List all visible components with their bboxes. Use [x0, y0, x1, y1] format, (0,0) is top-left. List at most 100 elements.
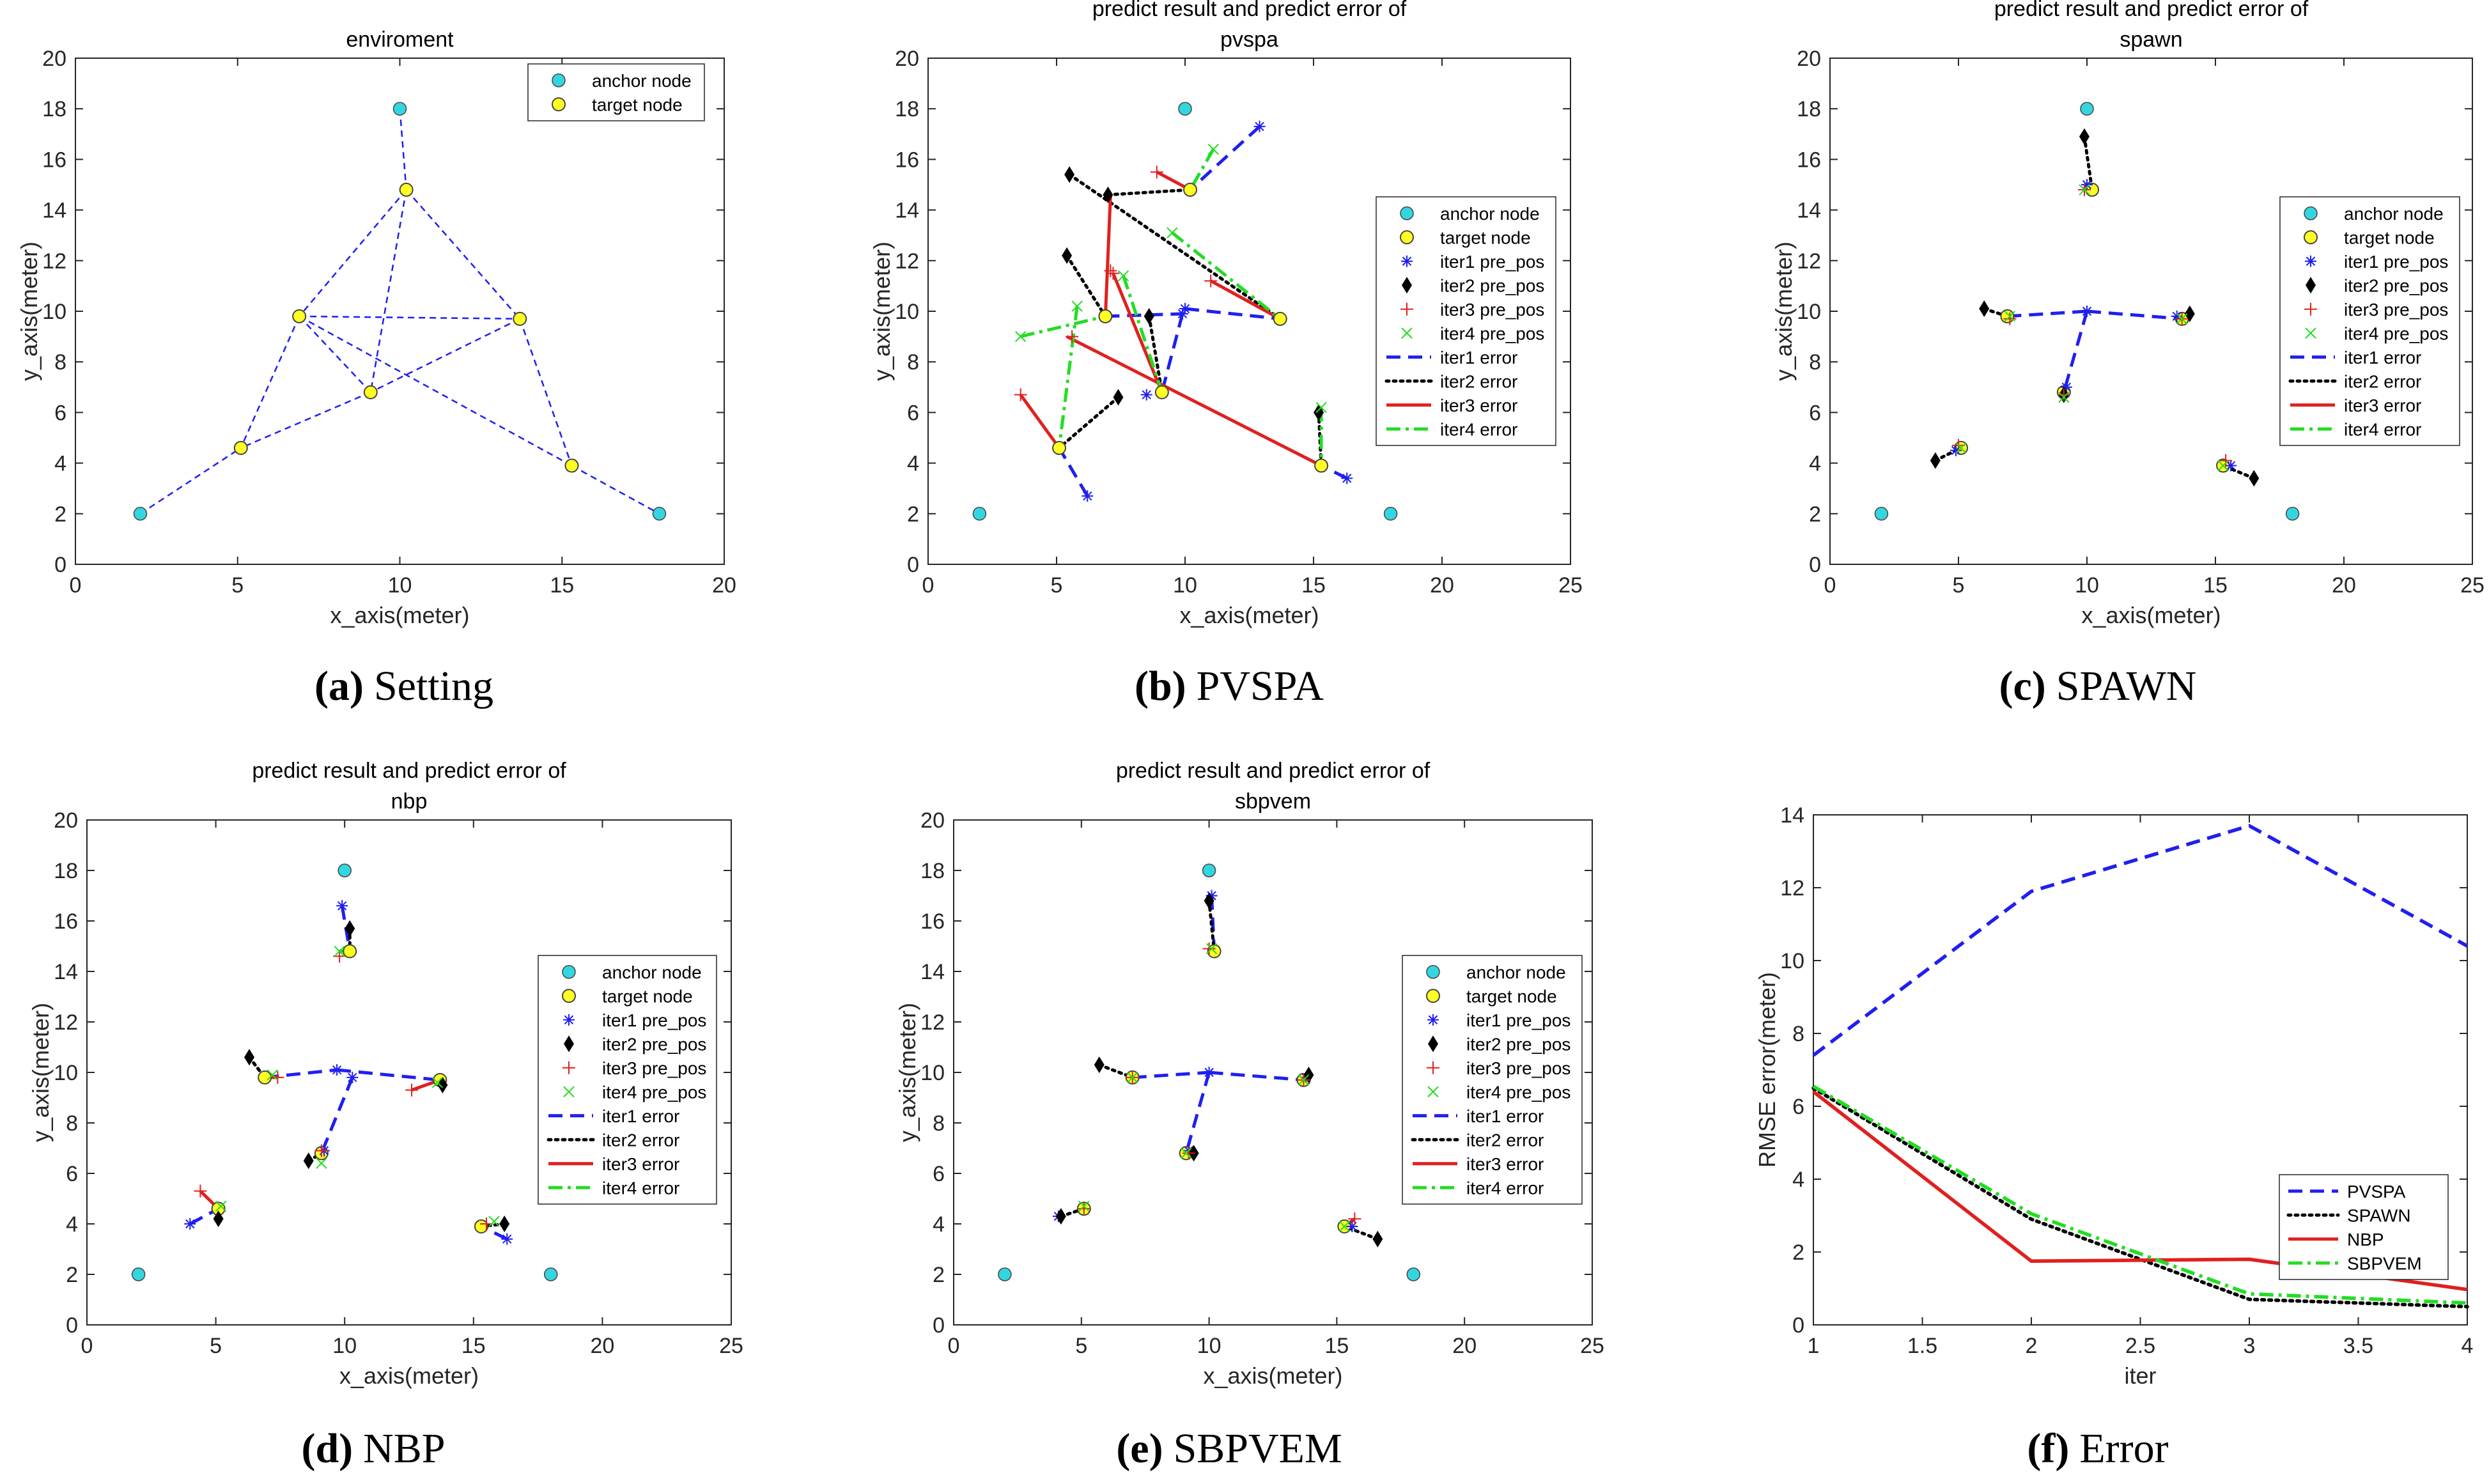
panel-d-iter4-pre-pos	[334, 945, 345, 957]
panel-a-xtick-label: 20	[712, 573, 736, 598]
panel-b-anchor-node	[1178, 102, 1192, 116]
panel-f-ytick-label: 12	[1780, 876, 1804, 900]
panel-b-target-node	[1314, 458, 1329, 473]
panel-b-iter1-pre-pos	[1179, 303, 1191, 315]
panel-b-xlabel: x_axis(meter)	[1179, 602, 1319, 628]
panel-b-legend-entry: iter3 error	[1440, 396, 1517, 415]
panel-f-xtick-label: 1	[1808, 1334, 1820, 1358]
panel-b-ytick-label: 10	[895, 300, 919, 324]
panel-b-xtick-label: 5	[1051, 573, 1063, 598]
panel-e-ytick-label: 10	[920, 1061, 945, 1085]
panel-d-ytick-label: 16	[54, 909, 78, 934]
panel-c-iter1-error-segment	[2062, 311, 2089, 393]
panel-b-ytick-label: 0	[907, 553, 919, 577]
panel-c-ytick-label: 4	[1809, 452, 1821, 476]
panel-e-sbpvem: 0 5 10 15 20 25 0 2 4 6 8 10 12 14 16 18 20 x_axis(meter)…	[894, 759, 1604, 1389]
panel-d-ytick-label: 4	[66, 1212, 78, 1237]
panel-b-target-node	[1183, 182, 1198, 197]
panel-e-ytick-label: 12	[920, 1010, 945, 1035]
panel-a-target-node	[363, 385, 378, 399]
panel-b-legend-entry: iter2 pre_pos	[1440, 275, 1544, 295]
panel-b-iter1-error-segment	[1189, 125, 1261, 191]
panel-d-iter3-pre-pos	[314, 1144, 328, 1157]
panel-e-legend-entry: iter2 error	[1466, 1130, 1544, 1150]
panel-a-legend-entry: target node	[592, 95, 683, 114]
panel-d-legend-sample	[562, 1061, 575, 1074]
panel-d-title-line: predict result and predict error of	[252, 759, 566, 783]
panel-d-xtick-label: 20	[590, 1334, 614, 1358]
caption-f-text: Error	[2079, 1425, 2168, 1472]
panel-a-ytick-label: 16	[42, 148, 66, 172]
panel-b-legend-sample	[1400, 302, 1413, 316]
panel-b-iter3-error-segment	[1019, 394, 1061, 449]
panel-b-iter4-pre-pos	[1167, 227, 1178, 238]
panel-b-legend-entry: target node	[1440, 228, 1531, 247]
panel-c-target-node	[2000, 309, 2015, 323]
panel-b-iter4-error-segment	[1057, 305, 1079, 449]
panel-b-legend-entry: iter4 error	[1440, 419, 1517, 439]
panel-e-legend-entry: target node	[1466, 986, 1557, 1006]
panel-c-ytick-label: 0	[1809, 553, 1821, 577]
panel-b-iter1-error-segment	[1160, 313, 1184, 393]
panel-b-iter1-pre-pos	[1341, 472, 1353, 484]
panel-e-ytick-label: 18	[920, 859, 945, 883]
panel-b-legend-entry: iter1 pre_pos	[1440, 252, 1544, 272]
panel-d-anchor-node	[337, 863, 352, 877]
panel-a-anchor-node	[133, 507, 148, 521]
panel-d-iter4-pre-pos	[215, 1200, 227, 1212]
panel-e-iter1-pre-pos	[1203, 1067, 1215, 1078]
panel-e-iter4-pre-pos	[1298, 1074, 1310, 1086]
panel-c-ytick-label: 2	[1809, 502, 1821, 527]
panel-c-xlabel: x_axis(meter)	[2081, 602, 2221, 628]
panel-b-iter2-error-segment	[1106, 188, 1192, 197]
panel-b-iter1-error-segment	[1184, 307, 1281, 321]
panel-e-legend-sample	[1427, 1014, 1439, 1026]
panel-b-ytick-label: 6	[907, 401, 919, 425]
panel-f-legend-entry: SPAWN	[2347, 1205, 2411, 1225]
panel-b-iter1-error-segment	[1105, 312, 1183, 318]
panel-e-xtick-label: 25	[1580, 1334, 1604, 1358]
panel-a-title-line: enviroment	[346, 27, 454, 52]
panel-c-xtick-label: 5	[1953, 573, 1965, 598]
panel-e-iter4-pre-pos	[1078, 1200, 1090, 1212]
panel-a-edge-line	[370, 318, 520, 393]
caption-f: (f) Error	[2027, 1425, 2168, 1472]
panel-d-ylabel: y_axis(meter)	[27, 1003, 54, 1142]
panel-d-iter3-pre-pos	[194, 1184, 207, 1198]
panel-a-ytick-label: 18	[42, 97, 66, 121]
panel-b-ytick-label: 4	[907, 452, 919, 476]
panel-c-iter2-pre-pos	[1930, 452, 1941, 469]
panel-d-legend-entry: iter2 pre_pos	[602, 1034, 706, 1054]
panel-b-iter4-error-segment	[1188, 148, 1215, 191]
panel-e-iter4-pre-pos	[1127, 1072, 1138, 1083]
panel-e-legend-entry: iter1 error	[1466, 1106, 1544, 1126]
panel-c-legend-sample	[2304, 230, 2318, 245]
panel-a-ytick-label: 14	[42, 199, 66, 223]
panel-c-iter1-pre-pos	[2171, 310, 2183, 322]
panel-e-iter1-error-segment	[1184, 1072, 1211, 1154]
panel-c-legend-entry: iter2 error	[2344, 371, 2421, 391]
panel-b-target-node	[1098, 309, 1113, 323]
panel-c-iter1-pre-pos	[2225, 460, 2237, 472]
panel-f-xtick-label: 1.5	[1907, 1334, 1937, 1358]
panel-b-legend-entry: iter1 error	[1440, 348, 1517, 367]
panel-b-legend-sample	[1402, 277, 1412, 294]
panel-d-xtick-label: 0	[81, 1334, 93, 1358]
panel-f-series-spawn-line	[1811, 1086, 2469, 1309]
panel-f-xtick-label: 3.5	[2343, 1334, 2373, 1358]
panel-b-iter3-pre-pos	[1204, 274, 1218, 288]
panel-d-iter2-pre-pos	[244, 1049, 255, 1066]
panel-c-legend-sample	[2304, 206, 2318, 220]
panel-c-iter4-pre-pos	[2217, 460, 2229, 472]
panel-e-iter3-pre-pos	[1077, 1202, 1090, 1216]
panel-e-iter2-error-segment	[1207, 899, 1216, 953]
caption-d-letter: (d)	[301, 1425, 353, 1472]
caption-e-letter: (e)	[1116, 1425, 1163, 1472]
panel-e-anchor-node	[998, 1267, 1012, 1281]
panel-f-legend-entry: PVSPA	[2347, 1182, 2406, 1202]
panel-b-target-node	[1273, 311, 1287, 326]
panel-b-iter4-pre-pos	[1207, 143, 1219, 155]
panel-e-legend-sample	[1428, 1035, 1438, 1053]
panel-d-legend-entry: anchor node	[602, 962, 702, 982]
panel-e-ytick-label: 20	[920, 808, 945, 833]
